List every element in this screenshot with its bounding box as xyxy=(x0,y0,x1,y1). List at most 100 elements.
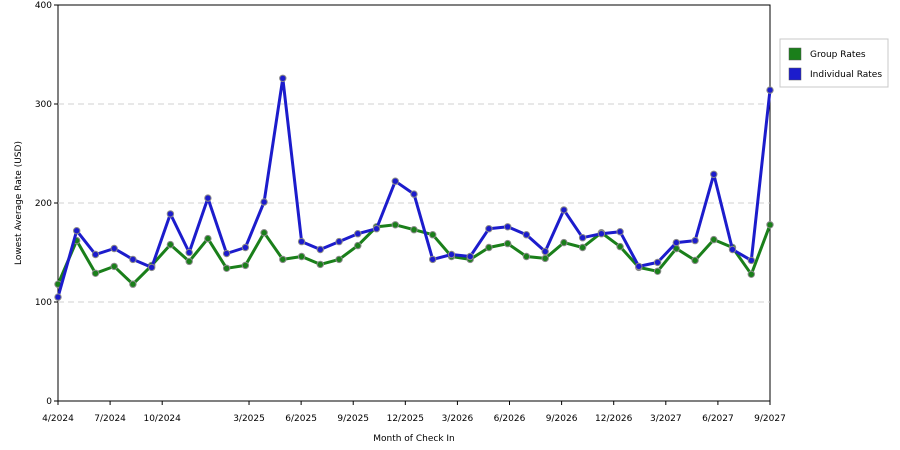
series-individual-rates xyxy=(54,74,774,301)
data-point xyxy=(372,225,381,233)
data-point xyxy=(129,255,137,264)
legend: Group Rates Individual Rates xyxy=(779,38,889,88)
data-point xyxy=(279,74,287,83)
data-point xyxy=(260,229,268,237)
x-axis-title: Month of Check In xyxy=(373,434,455,444)
data-point xyxy=(766,86,774,94)
data-point xyxy=(241,261,250,270)
y-tick-label: 0 xyxy=(46,397,52,407)
data-point xyxy=(747,256,755,265)
data-point xyxy=(297,252,306,261)
data-point xyxy=(91,250,100,259)
x-tick-label: 9/2026 xyxy=(546,414,578,424)
x-tick-label: 6/2026 xyxy=(494,414,526,424)
legend-swatch xyxy=(788,47,802,61)
y-tick-label: 100 xyxy=(35,298,52,308)
series-group xyxy=(54,74,774,301)
data-point xyxy=(522,252,531,261)
data-point xyxy=(148,263,156,272)
y-tick-label: 300 xyxy=(35,100,52,110)
data-point xyxy=(653,267,662,275)
data-point xyxy=(354,230,362,238)
data-point xyxy=(578,234,587,242)
data-point xyxy=(129,280,137,288)
y-tick-label: 400 xyxy=(35,1,52,11)
data-point xyxy=(710,235,718,244)
data-point xyxy=(691,236,699,245)
data-point xyxy=(560,206,568,214)
data-point xyxy=(578,243,587,252)
data-point xyxy=(110,262,118,271)
legend-label: Group Rates xyxy=(810,50,866,60)
data-point xyxy=(185,248,193,257)
data-point xyxy=(728,245,737,254)
x-tick-label: 6/2025 xyxy=(285,414,317,424)
data-point xyxy=(504,223,512,231)
data-point xyxy=(541,254,549,263)
data-point xyxy=(485,243,493,252)
data-point xyxy=(447,250,456,259)
data-point xyxy=(391,221,399,229)
data-point xyxy=(653,258,662,267)
data-point xyxy=(672,238,680,247)
data-point xyxy=(691,256,699,265)
data-point xyxy=(766,221,774,229)
data-point xyxy=(241,243,250,252)
data-point xyxy=(166,210,175,218)
x-tick-label: 6/2027 xyxy=(702,414,734,424)
data-point xyxy=(635,262,643,271)
data-point xyxy=(541,247,549,256)
x-tick-label: 3/2027 xyxy=(650,414,682,424)
data-point xyxy=(429,231,437,239)
data-point xyxy=(747,270,755,278)
data-point xyxy=(710,170,718,179)
data-point xyxy=(354,241,362,250)
x-tick-label: 7/2024 xyxy=(94,414,126,424)
data-point xyxy=(260,198,268,206)
data-point xyxy=(335,237,343,246)
x-tick-label: 10/2024 xyxy=(143,414,181,424)
legend-swatch xyxy=(788,67,802,81)
x-tick-label: 9/2027 xyxy=(754,414,786,424)
data-point xyxy=(597,230,606,238)
gridlines xyxy=(58,103,770,303)
data-point xyxy=(616,228,624,236)
y-axis: 0 100 200 300 400 xyxy=(35,1,58,407)
x-tick-label: 9/2025 xyxy=(337,414,369,424)
data-point xyxy=(222,264,231,272)
data-point xyxy=(391,177,399,185)
y-axis-title: Lowest Average Rate (USD) xyxy=(14,141,24,265)
data-point xyxy=(410,190,418,198)
data-point xyxy=(73,227,81,235)
legend-label: Individual Rates xyxy=(810,70,882,80)
data-point xyxy=(204,194,212,202)
data-point xyxy=(222,249,231,258)
x-tick-label: 12/2026 xyxy=(595,414,633,424)
data-point xyxy=(110,244,118,253)
data-point xyxy=(429,255,437,264)
data-point xyxy=(504,239,512,248)
data-point xyxy=(54,293,62,301)
x-axis: 4/2024 7/2024 10/2024 3/2025 6/2025 9/2025 12/… xyxy=(42,401,786,424)
x-tick-label: 12/2025 xyxy=(387,414,424,424)
data-point xyxy=(166,240,175,249)
y-tick-label: 200 xyxy=(35,199,52,209)
data-point xyxy=(297,237,306,246)
data-point xyxy=(279,255,287,264)
data-point xyxy=(91,269,100,277)
x-tick-label: 4/2024 xyxy=(42,414,74,424)
x-tick-label: 3/2025 xyxy=(233,414,265,424)
data-point xyxy=(560,238,568,247)
data-point xyxy=(316,245,324,254)
data-point xyxy=(185,257,193,266)
data-point xyxy=(316,260,324,269)
data-point xyxy=(485,225,493,233)
data-point xyxy=(616,242,624,251)
data-point xyxy=(204,234,212,243)
data-point xyxy=(335,255,343,264)
data-point xyxy=(410,226,418,234)
data-point xyxy=(522,231,531,239)
x-tick-label: 3/2026 xyxy=(442,414,474,424)
